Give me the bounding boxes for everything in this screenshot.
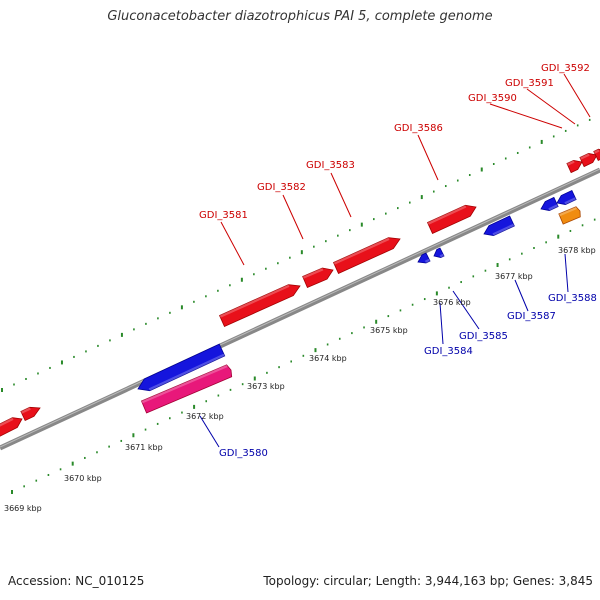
scale-label: 3676 kbp	[433, 298, 471, 307]
forward-gene-arrow[interactable]	[20, 403, 42, 422]
reverse-gene-arrow[interactable]	[135, 343, 226, 395]
reverse-gene-arrow[interactable]	[416, 252, 431, 266]
reverse-gene-leader-line	[439, 302, 444, 345]
scale-label: 3675 kbp	[370, 326, 408, 335]
reverse-gene-label[interactable]: GDI_3585	[459, 331, 508, 342]
reverse-gene-label[interactable]: GDI_3584	[424, 346, 473, 357]
reverse-gene-leader-line	[514, 279, 529, 312]
scale-label: 3670 kbp	[64, 474, 102, 483]
scale-label: 3671 kbp	[125, 443, 163, 452]
reverse-gene-leader-line	[564, 253, 569, 293]
forward-gene-leader-line	[282, 194, 304, 240]
reverse-gene-label[interactable]: GDI_3587	[507, 311, 556, 322]
forward-gene-leader-line	[489, 103, 563, 129]
forward-gene-arrow[interactable]	[302, 264, 336, 289]
reverse-gene-arrow[interactable]	[432, 247, 445, 260]
accession-text: Accession: NC_010125	[8, 574, 145, 588]
label-leader-lines	[199, 73, 591, 448]
reverse-gene-label[interactable]: GDI_3588	[548, 293, 597, 304]
forward-gene-leader-line	[526, 88, 576, 125]
scale-label: 3678 kbp	[558, 246, 596, 255]
forward-gene-arrow[interactable]	[332, 234, 403, 274]
backbone-highlight	[0, 168, 600, 448]
scale-label: 3669 kbp	[4, 504, 42, 513]
scale-label: 3673 kbp	[247, 382, 285, 391]
reverse-gene-label[interactable]: GDI_3580	[219, 448, 268, 459]
forward-gene-label[interactable]: GDI_3592	[541, 63, 590, 74]
rna-gene-arrow[interactable]	[140, 364, 233, 414]
scale-label: 3677 kbp	[495, 272, 533, 281]
forward-gene-label[interactable]: GDI_3586	[394, 123, 443, 134]
forward-gene-label[interactable]: GDI_3590	[468, 93, 517, 104]
genome-backbone	[0, 167, 600, 451]
forward-gene-leader-line	[330, 172, 352, 218]
reverse-gene-arrow[interactable]	[482, 215, 515, 239]
forward-gene-label[interactable]: GDI_3583	[306, 160, 355, 171]
scale-label-layer: 3669 kbp 3670 kbp 3671 kbp 3672 kbp 3673 kbp…	[4, 246, 596, 513]
forward-gene-arrow[interactable]	[566, 157, 584, 174]
reverse-gene-leader-line	[452, 290, 480, 330]
forward-gene-label[interactable]: GDI_3591	[505, 78, 554, 89]
reverse-gene-arrow[interactable]	[539, 196, 559, 213]
scale-label: 3672 kbp	[186, 412, 224, 421]
forward-gene-leader-line	[417, 134, 439, 181]
outer-tick-row	[1, 118, 591, 392]
reverse-gene-leader-line	[199, 415, 220, 448]
map-title: Gluconacetobacter diazotrophicus PAI 5, …	[107, 9, 493, 24]
forward-gene-arrow[interactable]	[426, 202, 479, 234]
forward-gene-arrow[interactable]	[0, 414, 24, 438]
other-feature-box[interactable]	[558, 206, 582, 225]
scale-label: 3674 kbp	[309, 354, 347, 363]
gene-features	[0, 148, 600, 438]
forward-gene-label[interactable]: GDI_3581	[199, 210, 248, 221]
forward-gene-arrow[interactable]	[579, 150, 599, 168]
forward-gene-label[interactable]: GDI_3582	[257, 182, 306, 193]
forward-gene-arrow[interactable]	[219, 281, 303, 328]
forward-gene-leader-line	[220, 221, 245, 266]
forward-gene-leader-line	[563, 73, 591, 118]
inner-tick-row	[11, 218, 596, 494]
reverse-gene-arrow[interactable]	[555, 189, 577, 207]
genome-summary-text: Topology: circular; Length: 3,944,163 bp…	[263, 574, 593, 588]
